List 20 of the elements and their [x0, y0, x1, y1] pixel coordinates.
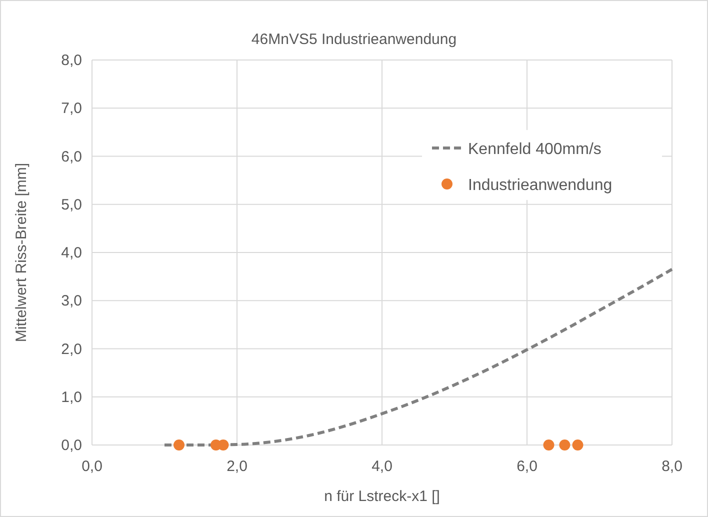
- x-tick-label: 6,0: [516, 458, 538, 475]
- chart-title: 46MnVS5 Industrieanwendung: [251, 31, 457, 48]
- x-tick-label: 4,0: [372, 458, 392, 475]
- y-tick-label: 0,0: [61, 437, 82, 454]
- line-series: [163, 268, 674, 446]
- y-tick-label: 3,0: [61, 292, 82, 310]
- y-tick-label: 2,0: [61, 340, 82, 358]
- y-tick-label: 7,0: [61, 100, 82, 118]
- x-tick-label: 2,0: [226, 458, 248, 475]
- legend-label: Kennfeld 400mm/s: [468, 141, 602, 158]
- legend-label: Industrieanwendung: [468, 177, 612, 194]
- y-tick-label: 6,0: [61, 148, 82, 166]
- y-tick-label: 8,0: [61, 52, 82, 69]
- y-tick-label: 5,0: [61, 196, 82, 214]
- x-axis-title: n für Lstreck-x1 []: [324, 488, 440, 505]
- x-tick-label: 8,0: [662, 458, 682, 475]
- y-tick-label: 1,0: [61, 388, 82, 406]
- y-axis-title: Mittelwert Riss-Breite [mm]: [13, 162, 30, 342]
- y-tick-label: 4,0: [61, 244, 82, 262]
- x-tick-label: 0,0: [82, 458, 102, 475]
